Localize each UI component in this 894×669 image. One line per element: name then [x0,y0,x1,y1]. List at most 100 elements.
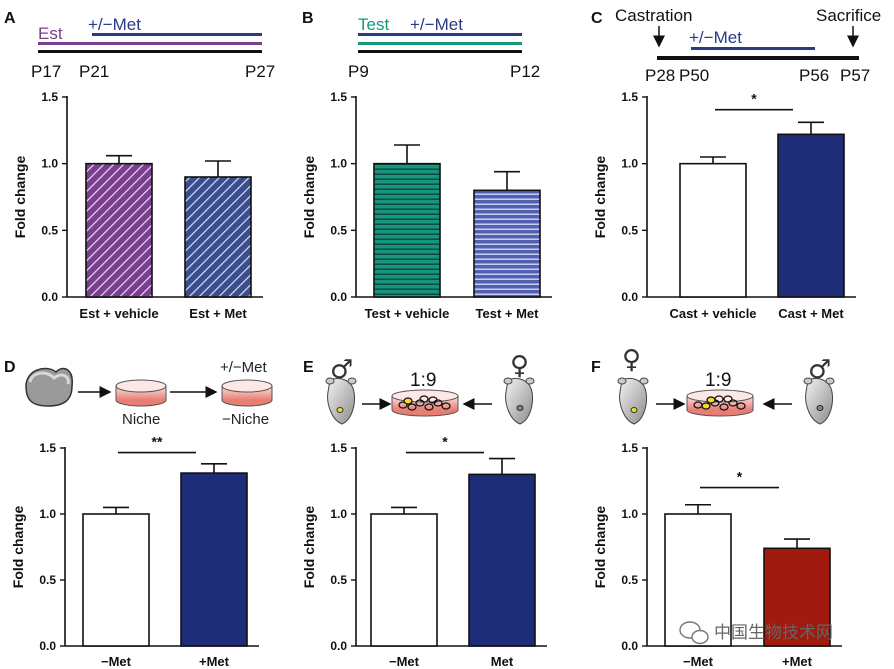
panel-e-header: E ♂ 1:9 [303,351,535,425]
chart-panel-c: 0.0 0.5 1.0 1.5 Fold change Cast + vehicle Cas… [592,90,856,321]
category-label-e-1: Met [491,654,514,669]
panel-a-met-timeline [92,33,262,36]
panel-c-time-1: P28 [645,66,675,85]
y-tick-label-d-0: 0.0 [39,639,56,653]
panel-d-met-label: +/−Met [220,359,268,376]
bar-d-0 [82,513,150,647]
y-tick-label-c-0: 0.0 [621,290,638,304]
panel-b-time-2: P12 [510,62,540,81]
bar-c-0 [679,162,747,298]
y-tick-label-c-1: 0.5 [621,223,638,237]
panel-f-dish-icon [686,389,754,417]
panel-a-time-2: P21 [79,62,109,81]
bar-a-0 [85,162,153,298]
bar-f-1 [763,547,831,647]
y-tick-label-e-3: 1.5 [330,441,347,455]
category-label-b-1: Test + Met [476,306,540,321]
panel-c-header: C Castration Sacrifice +/−Met P28 P50 P5… [591,6,881,85]
bar-e-1 [468,473,536,647]
panel-b-test-label: Test [358,15,389,34]
y-tick-label-e-0: 0.0 [330,639,347,653]
category-label-c-1: Cast + Met [778,306,844,321]
y-tick-label-d-2: 1.0 [39,507,56,521]
panel-c-met-timeline [691,47,815,50]
panel-f-ratio: 1:9 [705,370,731,391]
panel-b-baseline [358,50,522,53]
significance-label-f: * [737,469,743,485]
bar-f-0 [664,513,732,647]
y-axis-label-f: Fold change [592,506,608,589]
y-tick-label-a-0: 0.0 [41,290,58,304]
chart-panel-a: 0.0 0.5 1.0 1.5 Fold change Est + vehicle Est … [12,90,263,321]
panel-f-letter: F [591,359,601,376]
category-label-d-0: −Met [101,654,132,669]
minus-niche-dish-icon [221,379,273,407]
panel-e-female-mouse-icon [503,377,535,425]
niche-dish-icon [115,379,167,407]
panel-a-letter: A [4,10,16,27]
panel-b-time-1: P9 [348,62,369,81]
y-axis-label-d: Fold change [10,506,26,589]
panel-c-baseline [657,56,859,60]
panel-c-sacrifice-label: Sacrifice [816,6,881,25]
panel-a-time-3: P27 [245,62,275,81]
y-tick-label-f-0: 0.0 [621,639,638,653]
category-label-a-1: Est + Met [189,306,247,321]
y-tick-label-b-0: 0.0 [330,290,347,304]
panel-e-letter: E [303,359,314,376]
y-tick-label-c-2: 1.0 [621,157,638,171]
wechat-icon [679,621,709,645]
panel-c-time-2: P50 [679,66,709,85]
panel-a-est-label: Est [38,24,63,43]
category-label-d-1: +Met [199,654,230,669]
panel-e-dish-icon [391,389,459,417]
panel-f-female-symbol: ♀ [622,345,641,375]
bar-e-0 [370,513,438,647]
y-axis-label-e: Fold change [301,506,317,589]
panel-a-met-label: +/−Met [88,15,141,34]
y-axis-label-b: Fold change [301,156,317,239]
category-label-a-0: Est + vehicle [79,306,158,321]
panel-c-castration-label: Castration [615,6,692,25]
panel-b-met-timeline [358,33,522,36]
panel-a-baseline [38,50,262,53]
y-tick-label-b-1: 0.5 [330,223,347,237]
bar-c-1 [777,133,845,298]
watermark: 中国生物技术网 [679,621,833,645]
tissue-icon [25,367,73,407]
category-label-f-0: −Met [683,654,714,669]
y-tick-label-a-1: 0.5 [41,223,58,237]
panel-b-test-timeline [358,42,522,45]
panel-b-met-label: +/−Met [410,15,463,34]
panel-e-male-mouse-icon [325,377,357,425]
panel-d-niche-label: Niche [122,411,160,428]
bar-b-1 [473,189,541,298]
panel-f-male-symbol: ♂ [808,355,831,385]
y-tick-label-a-3: 1.5 [41,90,58,104]
panel-c-time-3: P56 [799,66,829,85]
y-tick-label-e-2: 1.0 [330,507,347,521]
bar-b-0 [373,162,441,298]
y-tick-label-b-2: 1.0 [330,157,347,171]
bar-charts: 0.0 0.5 1.0 1.5 Fold change Est + vehicle Est … [10,90,856,669]
watermark-text: 中国生物技术网 [714,623,833,643]
bar-a-1 [184,176,252,298]
chart-panel-e: 0.0 0.5 1.0 1.5 Fold change −Met Met * [301,434,547,669]
y-axis-label-c: Fold change [592,156,608,239]
panel-c-letter: C [591,10,603,27]
panel-c-time-4: P57 [840,66,870,85]
significance-label-d: ** [152,434,163,450]
panel-a-time-1: P17 [31,62,61,81]
y-tick-label-d-3: 1.5 [39,441,56,455]
bar-d-1 [180,472,248,647]
y-tick-label-e-1: 0.5 [330,573,347,587]
y-tick-label-a-2: 1.0 [41,157,58,171]
y-tick-label-f-3: 1.5 [621,441,638,455]
category-label-f-1: +Met [782,654,813,669]
panel-d-header: D Niche +/−Met −Niche [4,359,273,428]
panel-e-ratio: 1:9 [410,370,436,391]
y-tick-label-f-1: 0.5 [621,573,638,587]
panel-f-header: F ♀ 1:9 [591,345,835,425]
panel-d-minus-niche-label: −Niche [222,411,269,428]
